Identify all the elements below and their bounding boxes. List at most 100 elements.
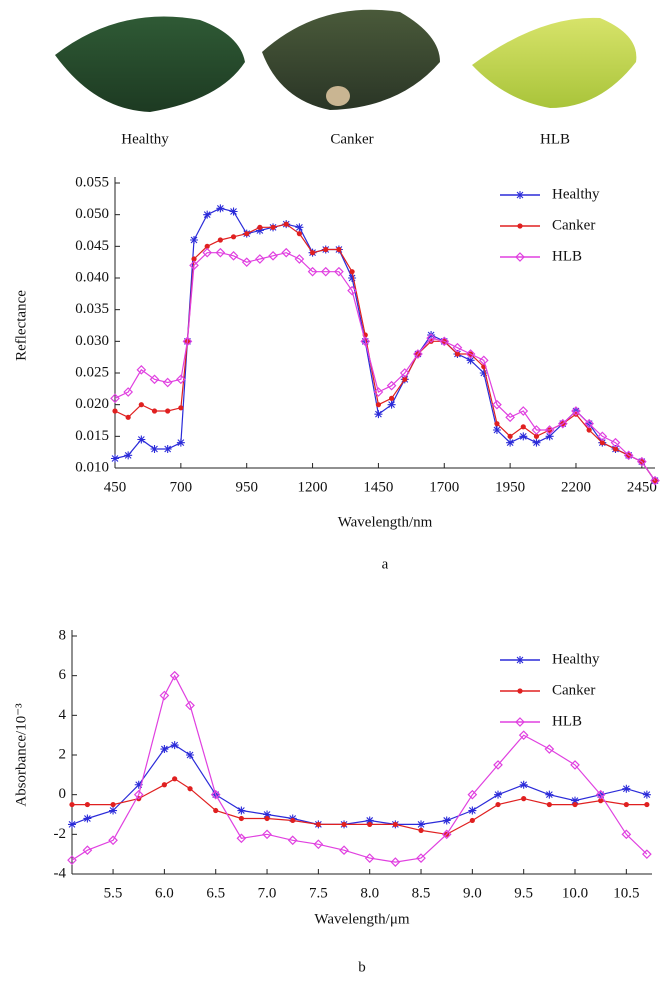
x-tick-label: 5.5 (104, 885, 123, 901)
y-tick-label: 0.015 (75, 428, 109, 444)
marker (323, 246, 329, 253)
marker (169, 670, 180, 681)
legend-label: Canker (552, 682, 595, 698)
marker (108, 835, 118, 846)
marker (159, 690, 170, 701)
marker (532, 438, 541, 447)
marker (621, 829, 632, 840)
marker (111, 454, 119, 463)
marker (493, 760, 503, 770)
marker (137, 435, 146, 444)
marker (439, 336, 450, 347)
marker (375, 402, 382, 408)
marker (494, 790, 503, 799)
marker (348, 274, 357, 282)
marker (270, 224, 276, 230)
y-tick-label: 0.025 (75, 364, 109, 380)
marker (165, 408, 171, 414)
marker (644, 801, 650, 808)
marker (392, 821, 398, 828)
marker (531, 425, 542, 435)
leaf-healthy (55, 16, 245, 112)
marker (163, 445, 172, 453)
marker (69, 801, 75, 808)
marker (189, 260, 199, 271)
marker (287, 835, 298, 846)
marker (109, 806, 118, 815)
marker (341, 821, 347, 828)
marker (238, 815, 244, 822)
photo-label: Healthy (121, 131, 169, 147)
x-tick-label: 1950 (495, 479, 525, 495)
legend-label: HLB (552, 248, 582, 264)
marker (519, 780, 528, 789)
marker (149, 374, 160, 385)
marker (571, 796, 580, 805)
y-tick-label: 6 (59, 667, 67, 683)
marker (465, 349, 476, 359)
marker (185, 700, 195, 711)
marker (150, 445, 159, 453)
marker (241, 257, 252, 268)
marker (264, 815, 270, 822)
marker (642, 849, 652, 860)
marker (138, 402, 144, 408)
marker (160, 745, 169, 754)
marker (623, 450, 634, 461)
y-tick-label: -2 (54, 826, 67, 842)
marker (386, 380, 397, 391)
marker (519, 432, 528, 441)
marker (336, 246, 342, 253)
marker (172, 776, 178, 782)
y-tick-label: 0.040 (75, 269, 109, 285)
marker (124, 451, 133, 460)
marker (597, 431, 608, 442)
x-tick-label: 1450 (363, 479, 393, 495)
x-axis-label: Wavelength/μm (314, 911, 409, 927)
marker (309, 250, 316, 256)
marker (586, 427, 592, 433)
marker (387, 400, 396, 409)
legend-label: Canker (552, 217, 595, 233)
marker (230, 234, 237, 240)
x-tick-label: 450 (104, 479, 127, 495)
marker (134, 780, 143, 789)
marker (178, 405, 184, 411)
marker (468, 806, 477, 815)
marker (217, 237, 223, 243)
marker (518, 730, 529, 741)
marker (610, 437, 621, 448)
marker (228, 250, 239, 261)
marker (546, 801, 552, 808)
y-tick-label: -4 (54, 865, 67, 881)
x-tick-label: 1700 (429, 479, 459, 495)
marker (492, 399, 502, 410)
marker (283, 221, 289, 227)
y-axis-label: Reflectance (13, 290, 29, 361)
marker (213, 807, 219, 814)
legend-marker (517, 688, 523, 694)
series-line (71, 674, 648, 863)
marker (136, 364, 147, 375)
marker (162, 377, 173, 388)
x-tick-label: 8.5 (412, 885, 431, 901)
series-line (114, 252, 656, 482)
marker (296, 231, 302, 237)
marker (347, 285, 357, 296)
y-tick-label: 8 (59, 627, 67, 643)
marker (367, 821, 373, 828)
marker (402, 376, 408, 382)
marker (441, 829, 452, 840)
marker (295, 223, 304, 232)
marker (187, 786, 193, 792)
y-tick-label: 0.045 (75, 238, 109, 254)
marker (595, 789, 606, 800)
marker (237, 806, 246, 815)
marker (257, 224, 263, 230)
panel-caption: b (358, 959, 366, 975)
marker (388, 395, 395, 401)
y-tick-label: 2 (59, 746, 67, 762)
x-tick-label: 6.5 (206, 885, 225, 901)
marker (545, 432, 554, 441)
